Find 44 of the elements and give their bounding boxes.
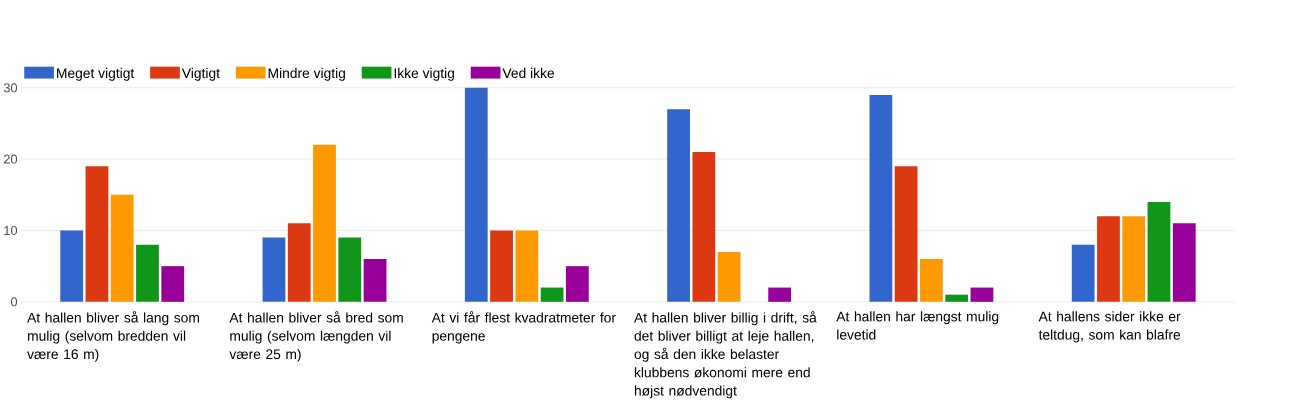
bar [945, 294, 969, 302]
bar [920, 258, 943, 302]
bar [313, 144, 336, 302]
bar [464, 87, 488, 302]
bar [970, 287, 994, 302]
legend-label: Ikke vigtig [394, 67, 454, 81]
bar [869, 94, 893, 302]
bar [1172, 223, 1196, 302]
bar [262, 237, 286, 302]
x-tick-label: At hallen har længst mulig levetid [836, 311, 999, 340]
bar [1147, 201, 1171, 302]
bar [363, 258, 387, 302]
y-tick-label: 30 [3, 83, 18, 93]
legend-label: Meget vigtigt [57, 67, 135, 81]
bar [540, 287, 564, 302]
legend-label: Vigtigt [181, 67, 220, 81]
y-tick-label: 20 [3, 154, 18, 164]
bar [338, 237, 362, 302]
y-tick-label: 0 [10, 297, 18, 307]
bar [110, 194, 134, 302]
legend-label: Mindre vigtig [268, 67, 345, 81]
bar [565, 266, 589, 302]
bar [692, 151, 716, 302]
bar [1097, 216, 1120, 302]
bar [667, 109, 690, 302]
y-tick-label: 10 [4, 225, 18, 235]
bar [136, 244, 159, 302]
bar [515, 230, 539, 302]
x-tick-label: At hallen bliver billig i drift, så det bliver billigt at leje hallen, og så den ikke belaster klubbens økonomi mere end højst nødvendigt [634, 311, 817, 399]
bar [717, 251, 741, 302]
x-tick-label: At vi får flest kvadratmeter for pengene [431, 311, 616, 344]
bar [1122, 216, 1146, 302]
legend-label: Ved ikke [502, 67, 555, 78]
x-tick-label: At hallen bliver så bred som mulig (selvom længden vil være 25 m) [229, 311, 403, 362]
bar [287, 223, 311, 302]
bar [60, 230, 84, 302]
bar [1071, 244, 1095, 302]
x-tick-label: At hallen bliver så lang som mulig (selvom bredden vil være 16 m) [27, 311, 199, 362]
bar [894, 166, 918, 302]
bar [768, 287, 792, 302]
bar [490, 230, 513, 302]
bar [161, 266, 185, 302]
bar [85, 166, 109, 302]
x-tick-label: At hallens sider ikke er teltdug, som kan blafre [1038, 311, 1181, 343]
